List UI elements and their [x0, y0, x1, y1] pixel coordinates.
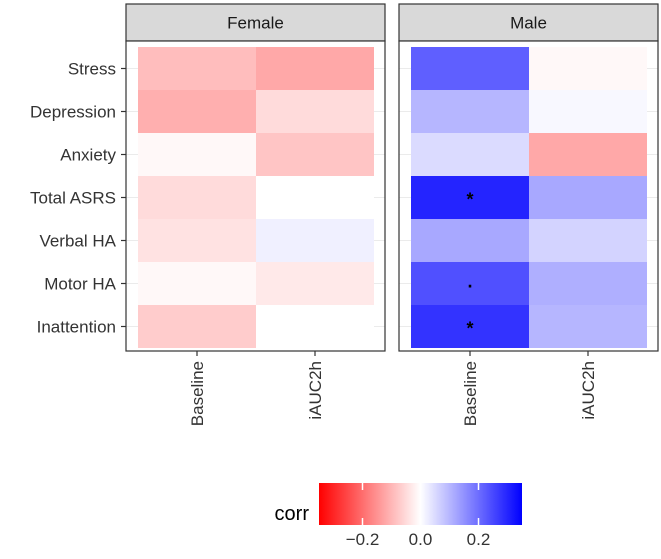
- heatmap-cell: [529, 219, 647, 262]
- row-labels: Stress Depression Anxiety Total ASRS Verbal …: [30, 60, 126, 337]
- heatmap-cell: [411, 90, 529, 133]
- heatmap-cell: [529, 176, 647, 219]
- y-tick-label: Verbal HA: [39, 232, 116, 251]
- x-tick-label: iAUC2h: [306, 361, 325, 420]
- facet-panels: Female Baseline iAUC2h Male *. * Baseline iAUC2…: [125, 3, 659, 426]
- panel-border: [125, 40, 386, 352]
- heatmap-cell: [411, 219, 529, 262]
- panel-border: [398, 40, 659, 352]
- y-tick-label: Stress: [68, 60, 116, 79]
- heatmap-cell: [138, 262, 256, 305]
- heatmap-cell: [256, 305, 374, 348]
- y-tick-label: Motor HA: [44, 275, 116, 294]
- heatmap-cell: [256, 47, 374, 90]
- legend-title: corr: [275, 503, 310, 525]
- heatmap-cell: [529, 90, 647, 133]
- heatmap-cell: [411, 176, 529, 219]
- heatmap-cell: [411, 262, 529, 305]
- legend-tick-label: 0.2: [467, 530, 491, 549]
- significance-mark: .: [467, 272, 472, 292]
- heatmap-cell: [138, 90, 256, 133]
- heatmap-cell: [256, 133, 374, 176]
- legend-tick-label: −0.2: [346, 530, 380, 549]
- heatmap-cell: [256, 219, 374, 262]
- heatmap-cell: [411, 47, 529, 90]
- heatmap-cell: [256, 176, 374, 219]
- y-tick-label: Depression: [30, 103, 116, 122]
- y-tick-label: Anxiety: [60, 146, 116, 165]
- significance-mark: *: [466, 319, 473, 339]
- heatmap-cell: [138, 219, 256, 262]
- x-tick-label: iAUC2h: [579, 361, 598, 420]
- heatmap-cell: [411, 133, 529, 176]
- heatmap-cell: [138, 176, 256, 219]
- x-tick-label: Baseline: [461, 361, 480, 426]
- facet-strip: [125, 3, 386, 42]
- panel-female: Female Baseline iAUC2h: [125, 3, 386, 426]
- heatmap-cell: [138, 305, 256, 348]
- facet-strip-label: Male: [510, 14, 547, 33]
- color-legend: corr −0.2 0.0 0.2: [275, 483, 522, 549]
- heatmap-cell: [529, 305, 647, 348]
- x-tick-label: Baseline: [188, 361, 207, 426]
- heatmap-cell: [138, 47, 256, 90]
- heatmap-cell: [529, 262, 647, 305]
- panel-male: Male *. * Baseline iAUC2h: [398, 3, 659, 426]
- heatmap-cell: [529, 47, 647, 90]
- heatmap-cell: [529, 133, 647, 176]
- facet-strip-label: Female: [227, 14, 284, 33]
- heatmap-cell: [256, 262, 374, 305]
- legend-tick-label: 0.0: [409, 530, 433, 549]
- y-tick-label: Inattention: [37, 318, 116, 337]
- heatmap-cell: [411, 305, 529, 348]
- heatmap-cell: [138, 133, 256, 176]
- significance-mark: *: [466, 190, 473, 210]
- y-tick-label: Total ASRS: [30, 189, 116, 208]
- heatmap-cell: [256, 90, 374, 133]
